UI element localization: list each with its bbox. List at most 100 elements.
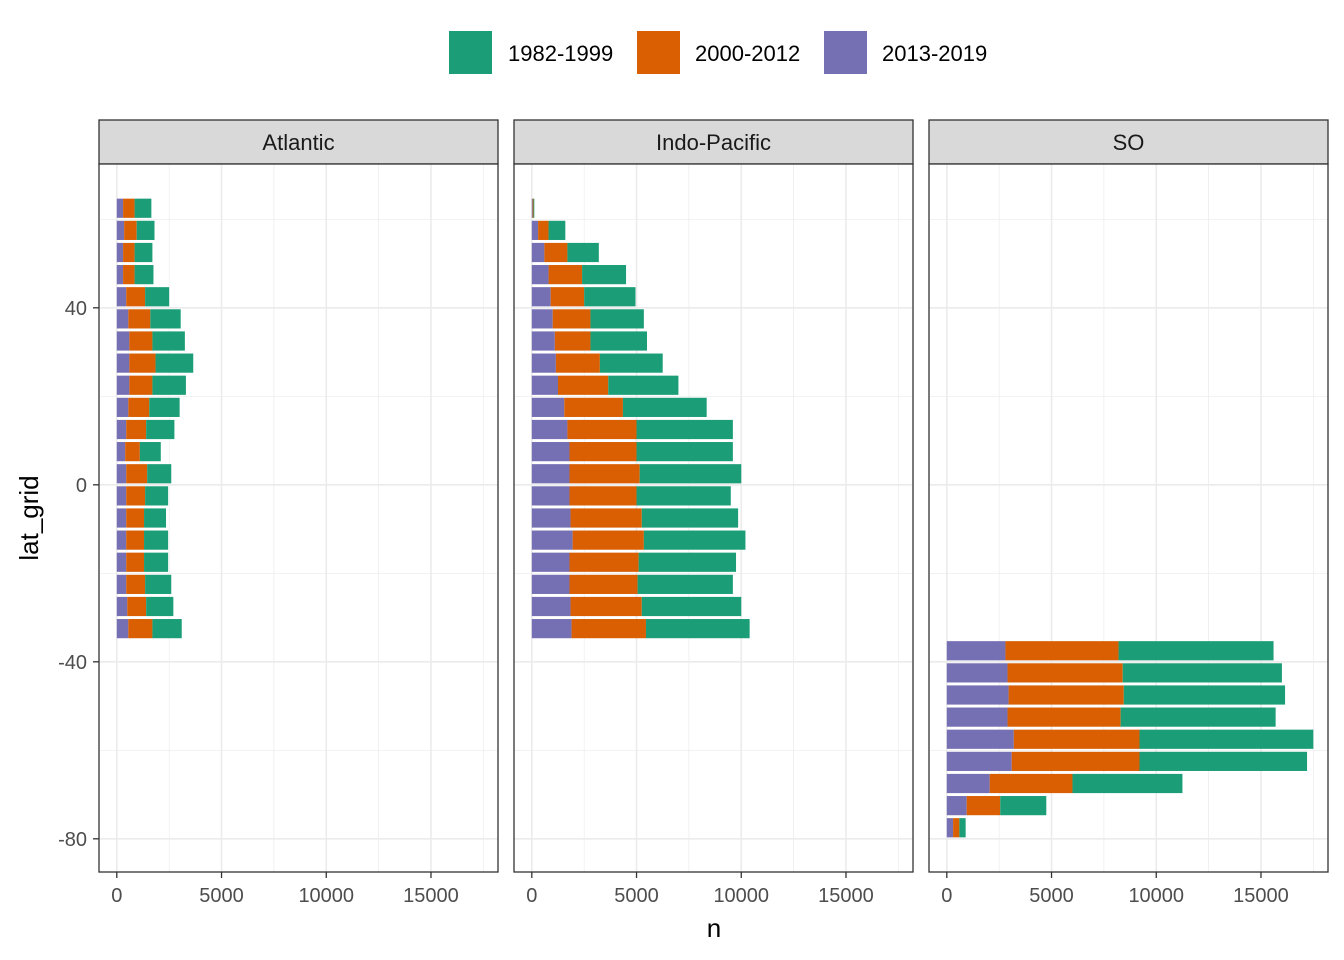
bar-segment-2013-2019	[116, 574, 127, 594]
bar-segment-1982-1999	[590, 309, 644, 329]
bar-segment-1982-1999	[533, 198, 535, 218]
x-tick-label: 0	[526, 885, 537, 907]
bar-segment-2000-2012	[966, 796, 1001, 816]
facet-strip	[513, 119, 914, 165]
bar-segment-2000-2012	[128, 619, 153, 639]
bar-segment-1982-1999	[1118, 641, 1274, 661]
panel-border	[928, 163, 1329, 873]
panel-border	[513, 163, 914, 873]
y-tick-label: -40	[58, 652, 87, 674]
x-tick-label: 0	[941, 885, 952, 907]
bar-segment-2013-2019	[946, 707, 1008, 727]
bar-segment-2013-2019	[531, 198, 533, 218]
bar-segment-2013-2019	[531, 242, 545, 263]
bar-segment-2000-2012	[552, 309, 591, 329]
legend-label: 2000-2012	[695, 41, 800, 66]
bar-segment-2013-2019	[531, 397, 565, 417]
bar-segment-2013-2019	[946, 796, 967, 816]
bar-segment-2013-2019	[531, 508, 571, 528]
bar-segment-2013-2019	[531, 265, 549, 285]
panel-so: SO 0 5000 10000 15000	[928, 119, 1329, 907]
bar-segment-2000-2012	[569, 442, 637, 462]
bar-segment-2000-2012	[129, 331, 153, 351]
bar-segment-2013-2019	[946, 663, 1008, 683]
bar-segment-2000-2012	[128, 309, 151, 329]
bar-segment-1982-1999	[147, 464, 172, 484]
bar-segment-2000-2012	[126, 464, 148, 484]
bar-segment-1982-1999	[643, 530, 746, 550]
bar-segment-1982-1999	[584, 287, 636, 307]
facet-label: SO	[1113, 130, 1145, 155]
bar-segment-2013-2019	[116, 198, 124, 218]
bar-segment-2000-2012	[128, 397, 150, 417]
bar-segment-1982-1999	[645, 619, 750, 639]
x-tick-label: 5000	[199, 885, 244, 907]
bar-segment-2000-2012	[123, 242, 135, 263]
bar-segment-2000-2012	[569, 574, 638, 594]
bar-segment-1982-1999	[1123, 685, 1286, 705]
bar-segment-1982-1999	[1139, 751, 1308, 771]
bar-segment-1982-1999	[144, 508, 167, 528]
bar-segment-2013-2019	[531, 375, 558, 395]
bar-segment-2013-2019	[116, 220, 125, 240]
bar-segment-2013-2019	[116, 287, 127, 307]
bar-segment-1982-1999	[134, 242, 153, 263]
bar-segment-1982-1999	[150, 309, 181, 329]
bar-segment-2013-2019	[116, 530, 127, 550]
bar-segment-1982-1999	[152, 619, 182, 639]
bar-segment-2000-2012	[569, 464, 640, 484]
bar-segment-2000-2012	[953, 818, 960, 838]
x-tick-label: 15000	[403, 885, 459, 907]
bar-segment-2000-2012	[126, 287, 146, 307]
bar-segment-2000-2012	[554, 331, 591, 351]
bar-segment-1982-1999	[641, 508, 739, 528]
bar-segment-2013-2019	[946, 773, 990, 794]
bar-segment-2000-2012	[1005, 641, 1119, 661]
legend-key	[637, 31, 680, 74]
bar-segment-2013-2019	[531, 574, 570, 594]
bar-segment-2000-2012	[572, 530, 644, 550]
bar-segment-2000-2012	[123, 265, 135, 285]
bar-segment-2013-2019	[531, 220, 539, 240]
panels: Atlantic 0 5000 10000 15000 Indo-Pacific 0 5000…	[98, 119, 1329, 907]
bar-segment-2013-2019	[531, 596, 571, 617]
bar-segment-1982-1999	[146, 596, 174, 617]
bar-segment-2013-2019	[531, 486, 570, 506]
legend-item: 2000-2012	[637, 31, 800, 74]
bar-segment-2000-2012	[126, 530, 145, 550]
bar-segment-2013-2019	[531, 464, 570, 484]
bar-segment-2000-2012	[550, 287, 585, 307]
x-tick-label: 5000	[1029, 885, 1074, 907]
bar-segment-2013-2019	[531, 442, 570, 462]
bar-segment-2013-2019	[116, 242, 124, 263]
bar-segment-2013-2019	[531, 419, 568, 440]
bar-segment-2000-2012	[548, 265, 583, 285]
bar-segment-2013-2019	[116, 552, 127, 572]
bar-segment-1982-1999	[637, 574, 733, 594]
facet-strip	[98, 119, 499, 165]
panel-border	[98, 163, 499, 873]
bar-segment-2013-2019	[531, 309, 553, 329]
bar-segment-1982-1999	[145, 486, 169, 506]
bar-segment-2013-2019	[531, 552, 570, 572]
facet-label: Indo-Pacific	[656, 130, 771, 155]
bar-segment-2013-2019	[116, 375, 130, 395]
bar-segment-1982-1999	[145, 574, 172, 594]
bar-segment-1982-1999	[1139, 729, 1314, 749]
bar-segment-2013-2019	[116, 265, 124, 285]
bar-segment-2000-2012	[129, 353, 156, 373]
bar-segment-2000-2012	[123, 198, 135, 218]
bar-segment-1982-1999	[152, 375, 186, 395]
bar-segment-2000-2012	[126, 419, 147, 440]
facet-strip	[928, 119, 1329, 165]
y-tick-label: -80	[58, 829, 87, 851]
bar-segment-2000-2012	[557, 375, 609, 395]
bar-segment-2013-2019	[116, 596, 128, 617]
bar-segment-2000-2012	[567, 419, 637, 440]
bar-segment-2000-2012	[126, 486, 146, 506]
bar-segment-2013-2019	[116, 397, 129, 417]
bar-segment-1982-1999	[636, 419, 733, 440]
bar-segment-1982-1999	[599, 353, 663, 373]
bar-segment-2013-2019	[531, 287, 551, 307]
bar-segment-2000-2012	[126, 574, 146, 594]
